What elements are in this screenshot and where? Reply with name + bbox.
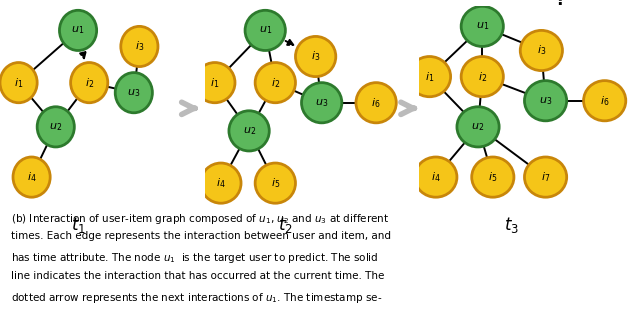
Text: $u_{3}$: $u_{3}$ <box>315 97 328 109</box>
Text: $u_{3}$: $u_{3}$ <box>539 95 553 107</box>
Circle shape <box>0 62 37 103</box>
Circle shape <box>295 36 336 77</box>
Circle shape <box>356 83 396 123</box>
Circle shape <box>115 73 152 113</box>
Text: $i_{6}$: $i_{6}$ <box>600 94 609 108</box>
Text: $i_{2}$: $i_{2}$ <box>271 76 280 89</box>
Circle shape <box>59 10 96 51</box>
Circle shape <box>245 10 285 51</box>
Text: $u_{3}$: $u_{3}$ <box>127 87 140 99</box>
Text: $i_{3}$: $i_{3}$ <box>311 50 320 63</box>
Circle shape <box>255 62 295 103</box>
Text: $t_{1}$: $t_{1}$ <box>71 215 86 235</box>
Text: $i_{1}$: $i_{1}$ <box>425 70 434 84</box>
Circle shape <box>472 157 514 197</box>
Circle shape <box>524 81 567 121</box>
Text: $i_{2}$: $i_{2}$ <box>478 70 487 84</box>
Text: $i_{1}$: $i_{1}$ <box>14 76 23 89</box>
Text: $u_{1}$: $u_{1}$ <box>71 24 84 36</box>
Text: $i_{6}$: $i_{6}$ <box>371 96 381 110</box>
Text: $i_{3}$: $i_{3}$ <box>537 44 546 57</box>
Text: dotted arrow represents the next interactions of $u_1$. The timestamp se-: dotted arrow represents the next interac… <box>11 290 382 305</box>
Circle shape <box>524 157 567 197</box>
Circle shape <box>302 83 342 123</box>
Text: $i_{3}$: $i_{3}$ <box>135 40 144 53</box>
Text: $u_{1}$: $u_{1}$ <box>476 20 489 32</box>
Text: $i_{7}$: $i_{7}$ <box>541 170 550 184</box>
Text: $t_{3}$: $t_{3}$ <box>504 215 519 235</box>
Circle shape <box>37 107 74 147</box>
Text: ?: ? <box>556 0 565 9</box>
Circle shape <box>121 26 158 67</box>
Circle shape <box>229 111 269 151</box>
Text: $i_{5}$: $i_{5}$ <box>488 170 498 184</box>
Text: $i_{4}$: $i_{4}$ <box>216 176 226 190</box>
Text: $u_{2}$: $u_{2}$ <box>243 125 256 137</box>
Text: $i_{4}$: $i_{4}$ <box>431 170 440 184</box>
Text: $i_{2}$: $i_{2}$ <box>84 76 94 89</box>
Text: $u_{1}$: $u_{1}$ <box>258 24 272 36</box>
Circle shape <box>71 62 108 103</box>
Circle shape <box>583 81 626 121</box>
Text: line indicates the interaction that has occurred at the current time. The: line indicates the interaction that has … <box>11 271 385 281</box>
Text: $t_{2}$: $t_{2}$ <box>278 215 293 235</box>
Text: has time attribute. The node $u_1$  is the target user to predict. The solid: has time attribute. The node $u_1$ is th… <box>11 251 379 265</box>
Text: $i_{1}$: $i_{1}$ <box>210 76 219 89</box>
Text: (b) Interaction of user-item graph composed of $u_1$, $u_2$ and $u_3$ at differe: (b) Interaction of user-item graph compo… <box>11 212 389 225</box>
Circle shape <box>255 163 295 203</box>
Text: $u_{2}$: $u_{2}$ <box>471 121 484 133</box>
Text: $i_{5}$: $i_{5}$ <box>271 176 280 190</box>
Circle shape <box>461 6 503 46</box>
Text: $u_{2}$: $u_{2}$ <box>49 121 62 133</box>
Circle shape <box>201 163 241 203</box>
Text: times. Each edge represents the interaction between user and item, and: times. Each edge represents the interact… <box>11 231 391 241</box>
Text: $i_{4}$: $i_{4}$ <box>27 170 37 184</box>
Circle shape <box>457 107 499 147</box>
Circle shape <box>195 62 235 103</box>
Circle shape <box>520 30 563 71</box>
Circle shape <box>408 57 450 97</box>
Circle shape <box>461 57 503 97</box>
Circle shape <box>13 157 50 197</box>
Circle shape <box>415 157 457 197</box>
